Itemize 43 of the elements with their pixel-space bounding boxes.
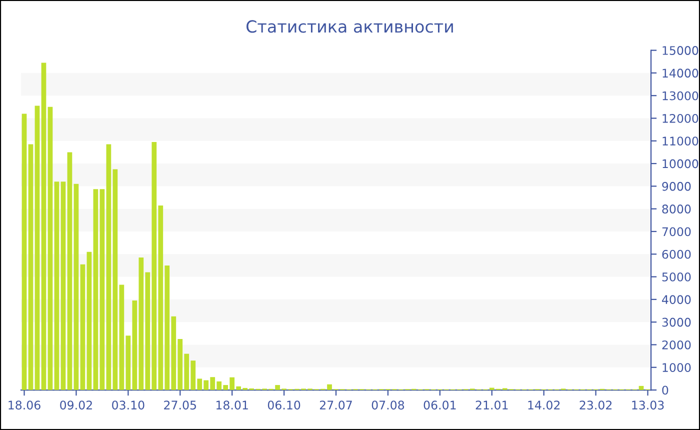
y-tick-label: 8000 xyxy=(662,204,691,214)
bar xyxy=(54,182,60,390)
y-tick-label: 2000 xyxy=(662,340,691,350)
bar xyxy=(86,252,92,390)
y-tick-label: 11000 xyxy=(662,136,698,146)
y-tick-label: 0 xyxy=(662,386,668,395)
chart-title: Статистика активности xyxy=(246,20,453,33)
bar xyxy=(22,114,27,390)
bar xyxy=(48,106,53,390)
x-tick-label: 18.06 xyxy=(8,400,40,410)
y-tick-label: 4000 xyxy=(662,295,691,304)
y-tick-label: 14000 xyxy=(662,68,698,78)
x-tick-label: 06.01 xyxy=(424,400,456,410)
y-tick-label: 1000 xyxy=(662,363,691,372)
x-tick-label: 09.02 xyxy=(60,400,92,410)
x-tick-label: 06.10 xyxy=(268,400,300,410)
bar xyxy=(74,184,79,390)
y-tick-label: 10000 xyxy=(662,159,698,168)
y-tick-label: 7000 xyxy=(662,227,691,236)
bar xyxy=(80,264,86,390)
y-tick-label: 3000 xyxy=(662,318,691,327)
y-tick-label: 15000 xyxy=(662,46,698,55)
y-tick-label: 5000 xyxy=(662,272,691,282)
y-tick-label: 13000 xyxy=(662,91,698,100)
y-tick-label: 12000 xyxy=(662,114,698,123)
bar xyxy=(638,386,644,390)
x-tick-label: 18.01 xyxy=(216,400,248,410)
x-tick-label: 07.08 xyxy=(372,400,404,410)
x-tick-label: 27.07 xyxy=(320,400,352,410)
y-tick-label: 9000 xyxy=(662,182,691,191)
x-tick-label: 23.02 xyxy=(580,400,612,410)
y-tick-label: 6000 xyxy=(662,250,691,259)
bar xyxy=(67,152,72,390)
x-tick-label: 14.02 xyxy=(528,400,560,410)
bar xyxy=(60,182,66,390)
x-tick-label: 21.01 xyxy=(476,400,508,410)
x-tick-label: 27.05 xyxy=(164,400,196,410)
x-tick-label: 03.10 xyxy=(112,400,144,410)
bar xyxy=(28,144,34,390)
bar xyxy=(41,62,46,390)
bar xyxy=(34,106,40,390)
x-tick-label: 13.03 xyxy=(632,400,664,410)
bar xyxy=(93,189,98,390)
